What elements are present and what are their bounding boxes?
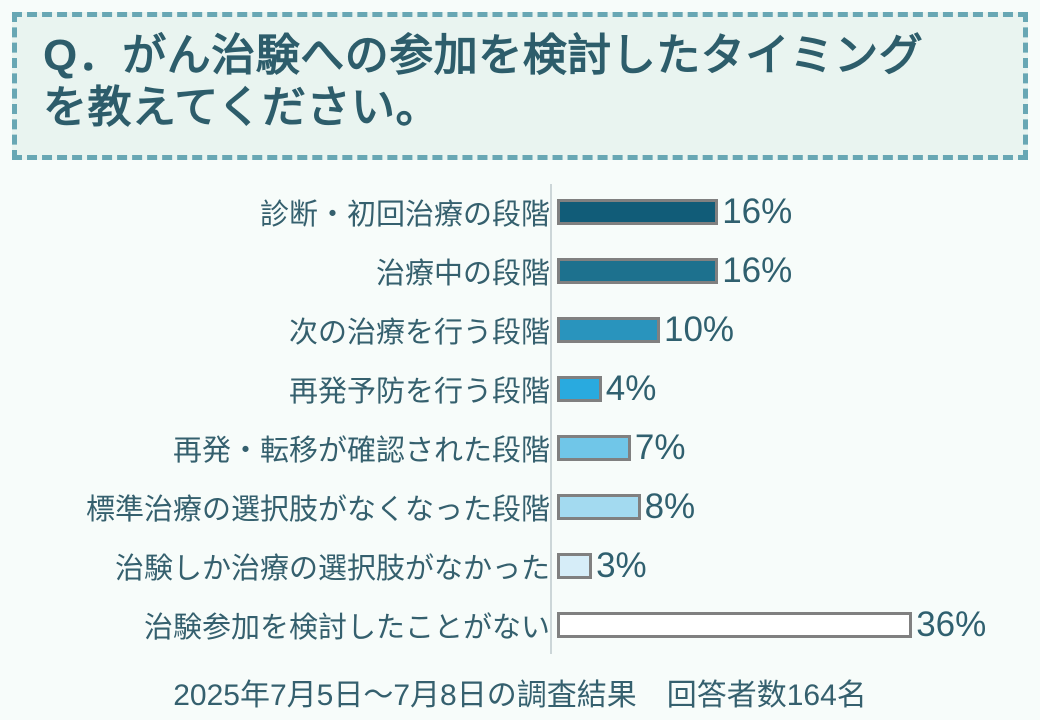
chart-row: 次の治療を行う段階 10%: [0, 300, 1040, 359]
chart-row: 治験参加を検討したことがない 36%: [0, 595, 1040, 654]
category-label: 再発・転移が確認された段階: [172, 434, 550, 467]
bar-segment: [557, 375, 602, 402]
y-axis-line: [550, 184, 552, 654]
chart-row: 治験しか治療の選択肢がなかった 3%: [0, 536, 1040, 595]
survey-footnote: 2025年7月5日～7月8日の調査結果 回答者数164名: [173, 679, 867, 712]
value-label: 4%: [605, 368, 657, 408]
category-label: 治験参加を検討したことがない: [143, 611, 550, 644]
value-label: 16%: [722, 250, 793, 290]
bar-segment: [557, 552, 593, 579]
value-label: 36%: [916, 604, 987, 644]
value-label: 7%: [634, 427, 686, 467]
chart-row: 診断・初回治療の段階 16%: [0, 182, 1040, 241]
value-label: 8%: [644, 486, 696, 526]
value-label: 10%: [664, 309, 735, 349]
bar-chart: 診断・初回治療の段階 16% 治療中の段階 16% 次の治療を行う段階 10% …: [0, 182, 1040, 654]
chart-row: 再発・転移が確認された段階 7%: [0, 418, 1040, 477]
bar-segment: [557, 198, 719, 225]
chart-row: 治療中の段階 16%: [0, 241, 1040, 300]
bar-segment: [557, 434, 631, 461]
bar-segment: [557, 257, 719, 284]
question-title-line2: を教えてください。: [43, 82, 440, 132]
chart-row: 再発予防を行う段階 4%: [0, 359, 1040, 418]
category-label: 再発予防を行う段階: [288, 375, 550, 408]
question-title-line1: Q．がん治験への参加を検討したタイミング: [43, 31, 924, 80]
category-label: 診断・初回治療の段階: [259, 198, 550, 231]
bar-chart-rows: 診断・初回治療の段階 16% 治療中の段階 16% 次の治療を行う段階 10% …: [0, 182, 1040, 654]
category-label: 治験しか治療の選択肢がなかった: [114, 552, 550, 585]
value-label: 16%: [722, 191, 793, 231]
bar-segment: [557, 493, 641, 520]
question-title-box: Q．がん治験への参加を検討したタイミング を教えてください。: [12, 12, 1028, 160]
value-label: 3%: [596, 545, 647, 585]
chart-row: 標準治療の選択肢がなくなった段階 8%: [0, 477, 1040, 536]
bar-segment: [557, 611, 913, 638]
category-label: 標準治療の選択肢がなくなった段階: [85, 493, 550, 526]
bar-segment: [557, 316, 660, 343]
category-label: 次の治療を行う段階: [288, 316, 550, 349]
category-label: 治療中の段階: [375, 257, 550, 290]
